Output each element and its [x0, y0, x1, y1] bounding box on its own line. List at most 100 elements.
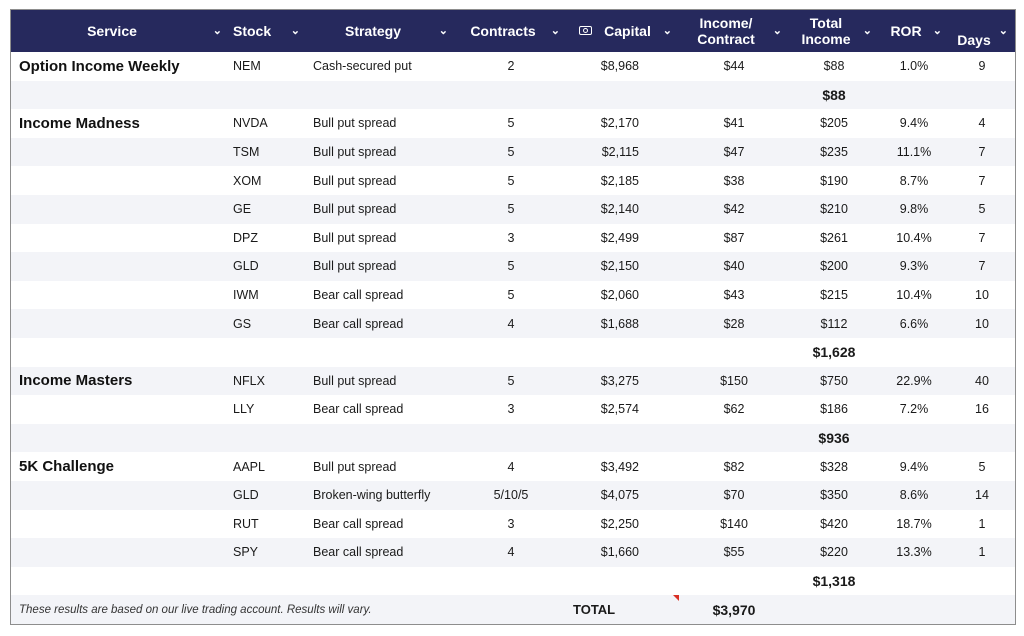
capital-cell: $2,499 [600, 230, 639, 245]
chevron-down-icon[interactable]: ⌄ [550, 25, 560, 37]
contracts-cell: 3 [507, 516, 515, 531]
stock-cell: GLD [233, 488, 259, 503]
service-name-cell [11, 395, 229, 424]
table-row[interactable]: Income Masters NFLX Bull put spread 5 $3,275… [11, 366, 1015, 396]
table-row[interactable]: DPZ Bull put spread 3 $2,499 $87 $261 10.4% 7 [11, 224, 1015, 253]
column-header-service[interactable]: Service ⌄ [11, 10, 229, 52]
column-header-stock[interactable]: Stock ⌄ [229, 10, 307, 52]
subtotal-value: $1,628 [812, 344, 856, 361]
service-name-cell [11, 252, 229, 281]
table-row[interactable]: GS Bear call spread 4 $1,688 $28 $112 6.6% 10 [11, 309, 1015, 338]
contracts-cell: 3 [507, 402, 515, 417]
column-header-label: Total [809, 15, 843, 31]
days-cell: 7 [978, 145, 986, 160]
ror-cell: 13.3% [896, 545, 932, 560]
empty-cell [789, 595, 879, 624]
subtotal-row: $88 [11, 80, 1015, 110]
strategy-cell: Bull put spread [313, 230, 397, 245]
ror-cell: 22.9% [896, 373, 932, 388]
table-body: Option Income Weekly NEM Cash-secured put 2… [11, 52, 1015, 624]
subtotal-row: $1,318 [11, 567, 1015, 596]
days-cell: 5 [978, 202, 986, 217]
strategy-cell: Cash-secured put [313, 59, 412, 74]
capital-cell: $2,115 [601, 145, 639, 160]
ror-cell: 1.0% [899, 59, 929, 74]
income-per-contract-cell: $40 [723, 259, 745, 274]
days-cell: 7 [978, 259, 986, 274]
contracts-cell: 4 [507, 545, 515, 560]
days-cell: 1 [978, 516, 986, 531]
strategy-cell: Bear call spread [313, 288, 404, 303]
table-row[interactable]: TSM Bull put spread 5 $2,115 $47 $235 11.1% 7 [11, 137, 1015, 167]
days-cell: 16 [975, 402, 989, 417]
column-header-capital[interactable]: Capital ⌄ [567, 10, 679, 52]
total-income-cell: $205 [820, 116, 848, 131]
chevron-down-icon[interactable]: ⌄ [290, 25, 300, 37]
empty-cell [879, 595, 949, 624]
column-header-label: Stock [233, 23, 272, 39]
ror-cell: 10.4% [896, 230, 932, 245]
table-row[interactable]: SPY Bear call spread 4 $1,660 $55 $220 13.3% 1 [11, 538, 1015, 567]
ror-cell: 9.4% [899, 459, 929, 474]
column-header-days[interactable]: Days ⌄ [949, 10, 1015, 52]
table-row[interactable]: 5K Challenge AAPL Bull put spread 4 $3,492 $8… [11, 452, 1015, 481]
income-per-contract-cell: $140 [720, 516, 748, 531]
capital-cell: $2,140 [600, 202, 639, 217]
results-table: Service ⌄ Stock ⌄ Strategy ⌄ Contracts ⌄… [11, 10, 1015, 624]
chevron-down-icon[interactable]: ⌄ [662, 25, 672, 37]
income-per-contract-cell: $87 [723, 230, 745, 245]
ror-cell: 8.7% [899, 173, 929, 188]
subtotal-value: $1,318 [812, 572, 856, 589]
column-header-income-per-contract[interactable]: Income/ Contract ⌄ [679, 10, 789, 52]
empty-cell [567, 424, 679, 453]
header-row: Service ⌄ Stock ⌄ Strategy ⌄ Contracts ⌄… [11, 10, 1015, 52]
days-cell: 40 [975, 373, 989, 388]
days-cell: 10 [975, 316, 989, 331]
ror-cell: 9.4% [899, 116, 929, 131]
contracts-cell: 5 [507, 145, 515, 160]
stock-cell: AAPL [233, 459, 265, 474]
table-row[interactable]: RUT Bear call spread 3 $2,250 $140 $420 18.7% 1 [11, 510, 1015, 539]
grand-total-value: $3,970 [712, 601, 756, 618]
chevron-down-icon[interactable]: ⌄ [772, 25, 782, 37]
ror-cell: 6.6% [899, 316, 929, 331]
empty-cell [949, 338, 1015, 367]
table-row[interactable]: IWM Bear call spread 5 $2,060 $43 $215 10.4% 10 [11, 281, 1015, 310]
column-header-label: Strategy [344, 23, 402, 39]
total-income-cell: $190 [820, 173, 848, 188]
service-name-cell: Income Masters [19, 372, 133, 390]
table-row[interactable]: XOM Bull put spread 5 $2,185 $38 $190 8.7% 7 [11, 166, 1015, 195]
days-cell: 10 [975, 288, 989, 303]
chevron-down-icon[interactable]: ⌄ [932, 25, 942, 37]
comment-marker-icon[interactable] [673, 595, 679, 602]
table-row[interactable]: GE Bull put spread 5 $2,140 $42 $210 9.8% 5 [11, 194, 1015, 224]
contracts-cell: 5 [507, 116, 515, 131]
table-row[interactable]: LLY Bear call spread 3 $2,574 $62 $186 7.2% 16 [11, 395, 1015, 424]
income-per-contract-cell: $41 [723, 116, 745, 131]
stock-cell: LLY [233, 402, 255, 417]
chevron-down-icon[interactable]: ⌄ [862, 25, 872, 37]
empty-cell [679, 567, 789, 596]
table-row[interactable]: Income Madness NVDA Bull put spread 5 $2,170… [11, 109, 1015, 138]
income-per-contract-cell: $82 [723, 459, 745, 474]
chevron-down-icon[interactable]: ⌄ [998, 25, 1008, 37]
column-header-contracts[interactable]: Contracts ⌄ [455, 10, 567, 52]
service-name-cell [11, 195, 229, 224]
table-row[interactable]: GLD Bull put spread 5 $2,150 $40 $200 9.3% 7 [11, 252, 1015, 281]
stock-cell: SPY [233, 545, 259, 560]
strategy-cell: Bull put spread [313, 373, 397, 388]
table-row[interactable]: GLD Broken-wing butterfly 5/10/5 $4,075 $70 $… [11, 480, 1015, 510]
empty-cell [949, 424, 1015, 453]
column-header-total-income[interactable]: Total Income ⌄ [789, 10, 879, 52]
empty-cell [679, 424, 789, 453]
column-header-label: Income [801, 31, 851, 47]
capital-cell: $4,075 [600, 488, 639, 503]
chevron-down-icon[interactable]: ⌄ [438, 25, 448, 37]
contracts-cell: 4 [507, 316, 515, 331]
column-header-strategy[interactable]: Strategy ⌄ [307, 10, 455, 52]
column-header-ror[interactable]: ROR ⌄ [879, 10, 949, 52]
contracts-cell: 5/10/5 [493, 488, 529, 503]
chevron-down-icon[interactable]: ⌄ [212, 25, 222, 37]
grand-total-label: TOTAL [567, 595, 679, 624]
table-row[interactable]: Option Income Weekly NEM Cash-secured put 2… [11, 52, 1015, 81]
